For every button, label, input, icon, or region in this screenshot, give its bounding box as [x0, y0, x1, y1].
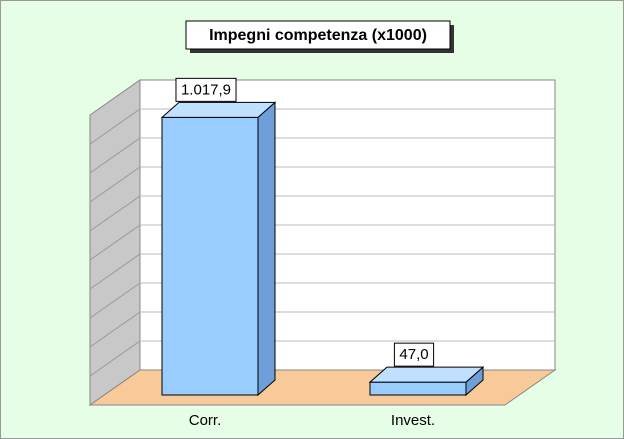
bar-side — [257, 101, 276, 397]
chart-title: Impegni competenza (x1000) — [209, 27, 427, 44]
value-label: 47,0 — [399, 346, 428, 363]
bar — [369, 381, 467, 396]
floor — [88, 369, 557, 406]
grid-line — [89, 137, 141, 174]
grid-line — [89, 224, 141, 261]
x-tick-label: Corr. — [189, 412, 222, 429]
bar-top — [368, 366, 485, 383]
x-tick-label: Invest. — [391, 412, 435, 429]
grid-line — [89, 340, 141, 377]
value-label-box — [175, 77, 237, 102]
grid-line — [89, 253, 141, 290]
grid-line — [89, 311, 141, 348]
grid-line — [89, 166, 141, 203]
bars — [160, 101, 485, 397]
bar — [161, 116, 259, 396]
grid-line — [89, 195, 141, 232]
bar-top — [160, 101, 277, 118]
value-label-box — [393, 342, 435, 367]
grid-line — [89, 282, 141, 319]
grid-line — [89, 108, 141, 145]
title-box — [185, 20, 451, 50]
value-label: 1.017,9 — [181, 81, 231, 98]
